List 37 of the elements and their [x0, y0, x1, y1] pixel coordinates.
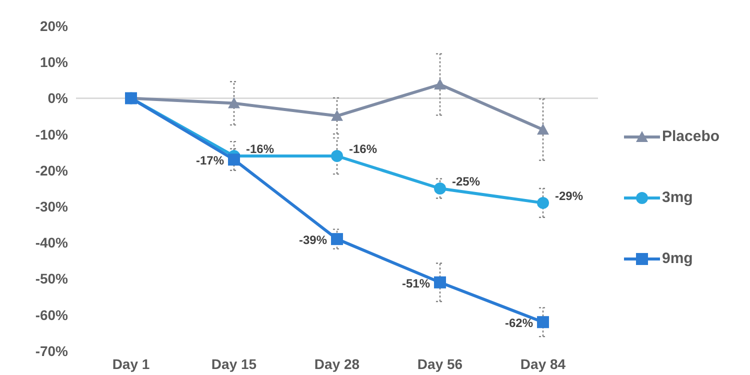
x-tick-label: Day 84: [520, 356, 566, 372]
data-label: -17%: [196, 154, 224, 168]
data-label: -29%: [555, 188, 584, 203]
point: [331, 150, 343, 162]
data-label: -39%: [298, 233, 328, 248]
point: [434, 78, 446, 90]
y-tick-label: 0%: [48, 90, 69, 106]
data-label: -62%: [504, 316, 534, 330]
x-tick-label: Day 1: [112, 356, 150, 372]
data-label: -25%: [452, 174, 480, 188]
legend-label: Placebo: [662, 128, 720, 145]
x-tick-label: Day 15: [211, 356, 257, 372]
y-tick-label: -30%: [35, 198, 69, 215]
point: [228, 97, 240, 108]
y-tick-label: -10%: [35, 126, 69, 142]
data-label: -16%: [246, 142, 274, 156]
y-tick-label: -60%: [35, 306, 69, 323]
point: [537, 196, 549, 209]
y-tick-label: 20%: [40, 18, 69, 34]
point: [537, 316, 549, 328]
data-label: -16%: [349, 142, 378, 156]
point: [434, 182, 446, 194]
legend-label: 9mg: [662, 250, 693, 267]
x-tick-label: Day 56: [417, 356, 463, 372]
y-tick-label: -70%: [35, 342, 69, 359]
legend-label: 3mg: [662, 189, 693, 206]
point: [434, 276, 446, 288]
data-label: -51%: [402, 276, 430, 290]
y-tick-label: 10%: [40, 54, 69, 70]
y-tick-label: -50%: [35, 270, 69, 287]
point: [331, 110, 343, 121]
point: [228, 154, 240, 166]
point: [537, 124, 549, 135]
y-tick-label: -20%: [35, 162, 69, 178]
x-tick-label: Day 28: [314, 356, 360, 372]
y-tick-label: -40%: [35, 234, 69, 251]
point: [331, 233, 343, 246]
